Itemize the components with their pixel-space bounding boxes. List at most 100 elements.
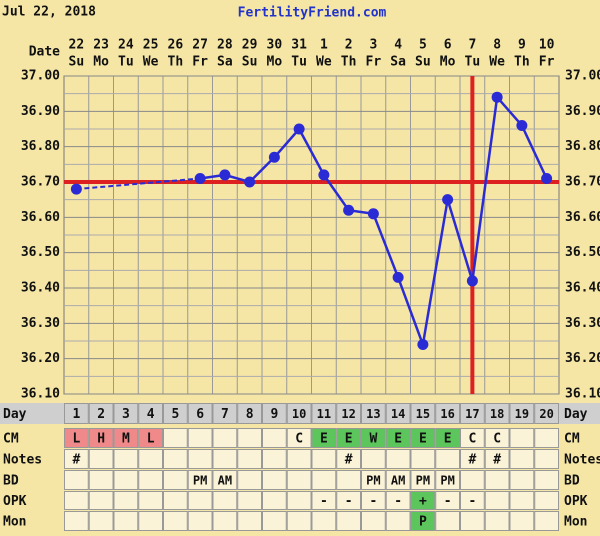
cell-text: M (122, 432, 130, 447)
table-cell (361, 470, 386, 490)
table-cell (187, 403, 213, 424)
cell-text: 1 (72, 407, 80, 422)
table-cell (534, 470, 559, 490)
table-cell (484, 428, 510, 448)
y-tick-label: 36.70 (21, 175, 60, 190)
table-cell (187, 449, 213, 469)
table-cell (187, 491, 213, 510)
date-label: Date (29, 45, 60, 60)
temperature-point (392, 271, 404, 283)
weekday-label: Fr (539, 55, 555, 70)
temperature-point (417, 339, 429, 351)
temperature-point (343, 204, 355, 216)
table-cell (113, 511, 139, 531)
cell-text: 6 (196, 407, 204, 422)
cell-text: E (419, 432, 427, 447)
cell-text: P (419, 515, 427, 530)
table-cell (410, 403, 436, 424)
y-tick-label-right: 36.20 (565, 351, 600, 366)
table-cell (460, 449, 485, 469)
table-cell (361, 428, 386, 448)
cell-text: C (295, 432, 303, 447)
weekday-label: We (143, 55, 159, 70)
table-cell (187, 511, 213, 531)
weekday-label: Su (242, 55, 258, 70)
weekday-label: We (316, 55, 332, 70)
temperature-point (367, 208, 379, 220)
table-cell (237, 428, 262, 448)
table-cell (286, 470, 312, 490)
y-tick-label: 36.30 (21, 316, 60, 331)
table-cell (163, 470, 188, 490)
y-tick-label: 36.40 (21, 281, 60, 296)
table-cell (262, 428, 287, 448)
date-label: 24 (118, 38, 134, 53)
cell-text: 11 (317, 407, 331, 421)
table-cell (138, 403, 163, 424)
cell-text: 19 (515, 407, 529, 421)
table-cell (237, 491, 262, 510)
temperature-point (541, 172, 553, 184)
cell-text: + (419, 494, 427, 509)
table-cell (286, 449, 312, 469)
table-cell (237, 449, 262, 469)
cell-text: AM (218, 474, 232, 488)
weekday-label: Sa (217, 55, 233, 70)
row-label-right: BD (564, 474, 580, 489)
weekday-label: Th (341, 55, 357, 70)
cell-text: L (147, 432, 155, 447)
table-cell (484, 449, 510, 469)
weekday-label: Tu (118, 55, 134, 70)
row-label-right: CM (564, 432, 580, 447)
table-cell (163, 491, 188, 510)
table-cell (311, 428, 337, 448)
weekday-label: Su (415, 55, 431, 70)
table-cell (262, 449, 287, 469)
table-cell (64, 428, 89, 448)
temperature-point (70, 183, 82, 195)
table-cell (435, 449, 460, 469)
cell-text: 12 (341, 407, 355, 421)
date-label: 23 (93, 38, 109, 53)
table-cell (138, 491, 163, 510)
date-label: 1 (320, 38, 328, 53)
y-tick-label-right: 36.30 (565, 316, 600, 331)
date-label: 8 (493, 38, 501, 53)
table-cell (484, 470, 510, 490)
table-cell (212, 449, 238, 469)
table-cell (311, 403, 337, 424)
table-cell (88, 428, 114, 448)
cell-text: 18 (490, 407, 504, 421)
temperature-point (442, 194, 454, 206)
weekday-label: Fr (366, 55, 382, 70)
table-cell (484, 403, 510, 424)
table-cell (187, 428, 213, 448)
y-tick-label: 36.20 (21, 351, 60, 366)
table-cell (509, 428, 535, 448)
table-cell (138, 428, 163, 448)
cell-text: E (345, 432, 353, 447)
table-cell (286, 428, 312, 448)
table-cell (88, 470, 114, 490)
y-tick-label: 36.10 (21, 387, 60, 402)
y-tick-label: 37.00 (21, 69, 60, 84)
cell-text: # (493, 453, 501, 468)
weekday-label: Th (168, 55, 184, 70)
cell-text: 7 (221, 407, 229, 422)
table-cell (64, 470, 89, 490)
site-name: FertilityFriend.com (238, 6, 387, 21)
y-tick-label: 36.50 (21, 245, 60, 260)
row-label: Day (3, 407, 27, 422)
table-cell (88, 511, 114, 531)
row-label-right: Mon (564, 515, 587, 530)
weekday-label: Mo (93, 55, 109, 70)
date-label: 9 (518, 38, 526, 53)
cell-text: PM (416, 474, 430, 488)
table-cell (385, 449, 411, 469)
table-cell (212, 470, 238, 490)
weekday-label: Fr (192, 55, 208, 70)
cell-text: 8 (246, 407, 254, 422)
table-cell (435, 470, 460, 490)
date-label: 4 (394, 38, 402, 53)
row-label-right: Day (564, 407, 588, 422)
